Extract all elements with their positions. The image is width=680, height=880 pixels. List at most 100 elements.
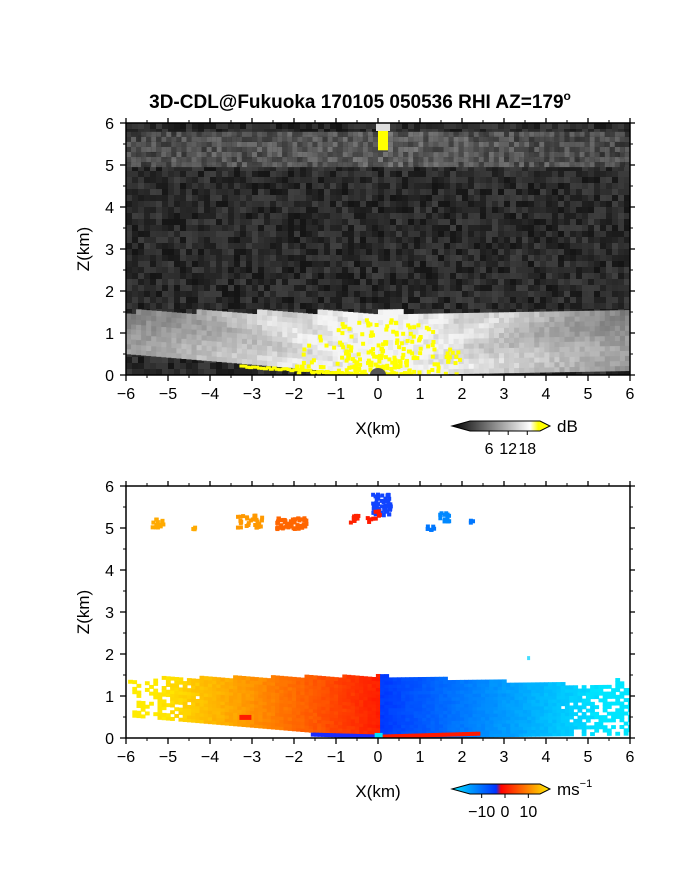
reflectivity-bl-cell — [231, 322, 238, 328]
reflectivity-cloud-cell — [241, 146, 247, 152]
reflectivity-bl-cell — [241, 358, 248, 365]
reflectivity-bl-cell — [272, 310, 278, 317]
reflectivity-noise-cell — [150, 291, 156, 297]
reflectivity-noise-cell — [288, 291, 294, 297]
reflectivity-noise-cell — [498, 195, 504, 201]
reflectivity-bl-cell — [186, 318, 193, 325]
reflectivity-noise-cell — [480, 291, 486, 297]
reflectivity-noise-cell — [126, 171, 132, 177]
reflectivity-noise-cell — [552, 195, 558, 201]
reflectivity-noise-cell — [156, 297, 162, 303]
reflectivity-noise-cell — [534, 267, 540, 273]
reflectivity-cloud-cell — [156, 136, 162, 142]
reflectivity-cloud-cell — [403, 146, 409, 152]
reflectivity-cloud-cell — [292, 157, 298, 163]
reflectivity-noise-cell — [444, 309, 450, 315]
reflectivity-noise-cell — [348, 291, 354, 297]
reflectivity-noise-cell — [564, 303, 570, 309]
reflectivity-noise-cell — [408, 177, 414, 183]
reflectivity-noise-cell — [174, 261, 180, 267]
reflectivity-noise-cell — [168, 243, 174, 249]
reflectivity-bl-cell — [362, 338, 369, 344]
reflectivity-bl-cell — [342, 321, 349, 328]
reflectivity-noise-cell — [612, 201, 618, 207]
reflectivity-noise-cell — [192, 237, 198, 243]
reflectivity-noise-cell — [426, 261, 432, 267]
reflectivity-bl-cell — [126, 323, 132, 330]
reflectivity-bl-cell — [458, 333, 465, 339]
reflectivity-bl-cell — [246, 348, 253, 355]
reflectivity-bl-cell — [141, 350, 147, 356]
reflectivity-bl-cell — [196, 329, 203, 336]
reflectivity-cloud-cell — [257, 151, 263, 158]
reflectivity-bl-cell — [236, 348, 243, 354]
reflectivity-noise-cell — [390, 273, 396, 279]
reflectivity-cloud-cell — [257, 146, 263, 152]
reflectivity-cloud-cell — [614, 136, 620, 142]
reflectivity-bl-cell — [161, 321, 167, 328]
reflectivity-cloud-cell — [277, 141, 283, 147]
reflectivity-noise-cell — [486, 285, 492, 291]
reflectivity-noise-cell — [498, 255, 504, 261]
reflectivity-noise-cell — [468, 171, 474, 177]
reflectivity-noise-cell — [312, 171, 318, 177]
reflectivity-noise-cell — [624, 123, 630, 129]
reflectivity-noise-cell — [612, 267, 618, 273]
reflectivity-bl-cell — [231, 347, 238, 354]
reflectivity-noise-cell — [618, 285, 624, 291]
reflectivity-noise-cell — [594, 171, 600, 177]
reflectivity-noise-cell — [234, 171, 240, 177]
reflectivity-noise-cell — [222, 279, 228, 285]
reflectivity-bl-cell — [352, 317, 359, 323]
reflectivity-noise-cell — [468, 261, 474, 267]
reflectivity-noise-cell — [582, 189, 588, 195]
reflectivity-noise-cell — [582, 207, 588, 213]
reflectivity-noise-cell — [426, 195, 432, 201]
reflectivity-cloud-cell — [539, 162, 545, 168]
reflectivity-bl-cell — [272, 361, 278, 367]
reflectivity-noise-cell — [444, 213, 450, 219]
reflectivity-bl-cell — [236, 332, 243, 339]
reflectivity-noise-cell — [588, 369, 594, 375]
reflectivity-noise-cell — [528, 189, 534, 195]
reflectivity-noise-cell — [264, 213, 270, 219]
reflectivity-noise-cell — [612, 279, 618, 285]
reflectivity-noise-cell — [366, 273, 372, 279]
reflectivity-noise-cell — [624, 255, 630, 261]
reflectivity-cloud-cell — [171, 141, 177, 147]
reflectivity-noise-cell — [582, 201, 588, 207]
reflectivity-noise-cell — [570, 207, 576, 213]
reflectivity-bl-cell — [388, 339, 394, 346]
reflectivity-noise-cell — [216, 267, 222, 273]
reflectivity-noise-cell — [336, 297, 342, 303]
reflectivity-noise-cell — [156, 189, 162, 195]
reflectivity-noise-cell — [276, 177, 282, 183]
reflectivity-noise-cell — [588, 267, 594, 273]
reflectivity-cloud-cell — [332, 141, 338, 147]
reflectivity-cloud-cell — [252, 162, 258, 168]
reflectivity-noise-cell — [390, 195, 396, 201]
reflectivity-noise-cell — [402, 267, 408, 273]
reflectivity-noise-cell — [552, 219, 558, 225]
reflectivity-noise-cell — [336, 177, 342, 183]
reflectivity-noise-cell — [366, 123, 372, 129]
reflectivity-noise-cell — [186, 165, 192, 171]
reflectivity-noise-cell — [198, 249, 204, 255]
reflectivity-bl-cell — [362, 313, 369, 319]
reflectivity-noise-cell — [480, 237, 486, 243]
reflectivity-bl-cell — [322, 355, 329, 361]
reflectivity-noise-cell — [276, 261, 282, 267]
reflectivity-cloud-cell — [624, 151, 630, 158]
reflectivity-noise-cell — [624, 297, 630, 303]
reflectivity-bl-cell — [393, 309, 399, 315]
reflectivity-bl-cell — [262, 309, 268, 316]
reflectivity-noise-cell — [396, 243, 402, 249]
reflectivity-noise-cell — [138, 369, 144, 375]
reflectivity-noise-cell — [156, 237, 162, 243]
reflectivity-noise-cell — [180, 225, 186, 231]
reflectivity-noise-cell — [396, 183, 402, 189]
reflectivity-noise-cell — [252, 177, 258, 183]
reflectivity-cloud-cell — [433, 136, 439, 142]
reflectivity-noise-cell — [270, 165, 276, 171]
reflectivity-cloud-cell — [176, 136, 182, 142]
